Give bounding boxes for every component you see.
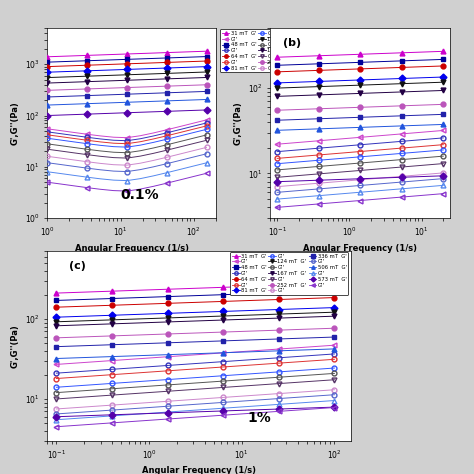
Text: (b): (b)	[283, 38, 301, 48]
X-axis label: Angular Frequency (1/s): Angular Frequency (1/s)	[303, 244, 417, 253]
Text: 0.1%: 0.1%	[121, 188, 159, 202]
Legend: 31 mT  G', G'', 48 mT  G', G'', 64 mT  G', G'', 81 mT  G', G'', 124 mT  G', G'',: 31 mT G', G'', 48 mT G', G'', 64 mT G', …	[230, 252, 348, 295]
Y-axis label: G',G''(Pa): G',G''(Pa)	[10, 101, 19, 145]
Y-axis label: G',G''(Pa): G',G''(Pa)	[10, 324, 19, 368]
Text: 1%: 1%	[248, 411, 272, 425]
X-axis label: Angular Frequency (1/s): Angular Frequency (1/s)	[74, 244, 189, 253]
X-axis label: Angular Frequency (1/s): Angular Frequency (1/s)	[142, 466, 256, 474]
Legend: 31 mT  G', G'', 48 mT  G', G'', 64 mT  G', G'', 81 mT  G', G'', 124 mT  G', G'',: 31 mT G', G'', 48 mT G', G'', 64 mT G', …	[220, 29, 338, 72]
Y-axis label: G',G''(Pa): G',G''(Pa)	[233, 101, 242, 145]
Text: (c): (c)	[69, 261, 85, 271]
